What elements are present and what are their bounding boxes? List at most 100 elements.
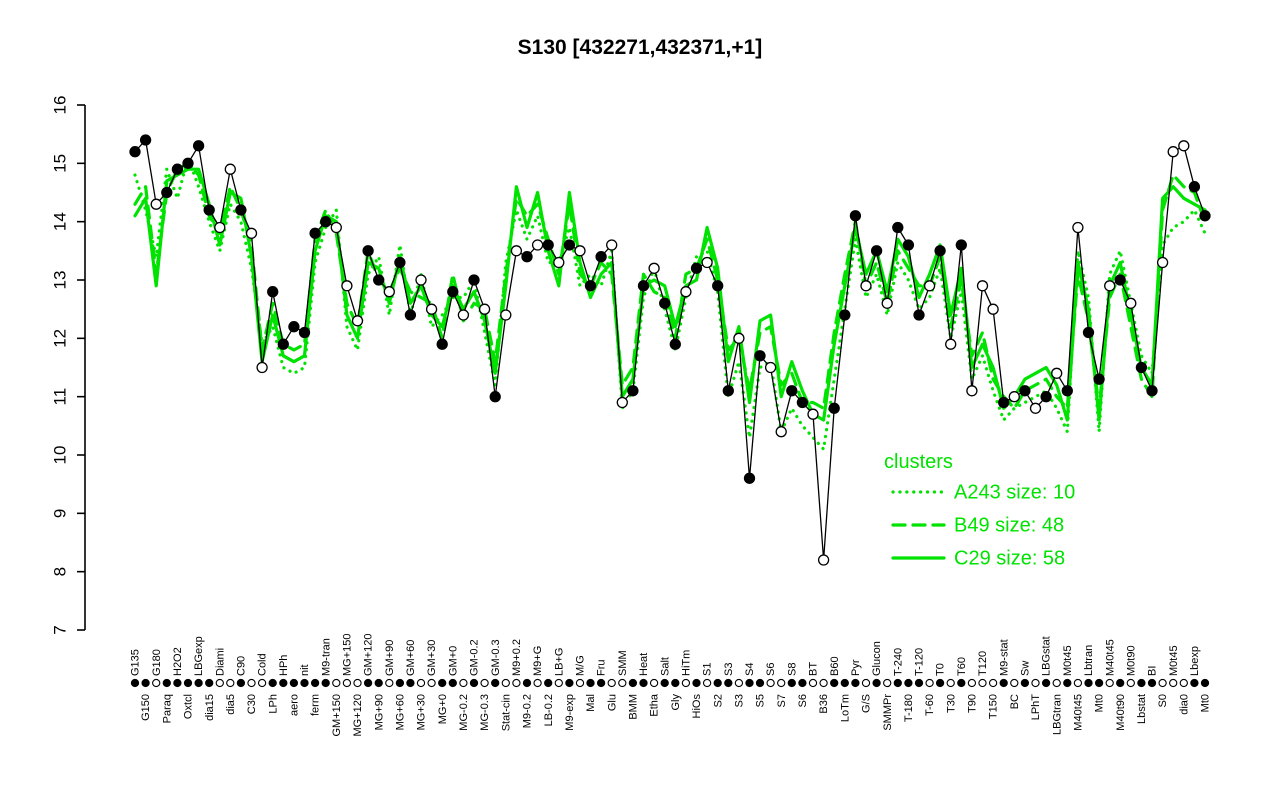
- data-point-marker: [870, 245, 883, 257]
- data-point-marker: [902, 239, 915, 251]
- data-point-marker: [351, 315, 364, 327]
- data-point-marker: [1156, 256, 1169, 269]
- data-point-marker: [161, 186, 173, 199]
- category-marker: [395, 678, 405, 688]
- category-marker: [957, 678, 966, 688]
- x-tick-label: MG+30: [416, 694, 428, 730]
- category-marker: [565, 678, 574, 688]
- data-point-marker: [277, 338, 289, 350]
- x-tick-label: G150: [140, 694, 152, 721]
- category-marker: [1063, 678, 1072, 688]
- legend-entry-label: A243 size: 10: [954, 482, 1075, 504]
- category-marker: [819, 678, 828, 688]
- category-marker: [596, 678, 606, 688]
- data-point-marker: [1167, 146, 1179, 158]
- category-marker: [1200, 678, 1210, 688]
- category-marker: [734, 678, 744, 688]
- data-point-marker: [457, 309, 470, 321]
- x-tick-label: BI: [1147, 666, 1159, 676]
- category-marker: [236, 678, 246, 688]
- category-marker: [840, 678, 849, 688]
- category-marker: [1126, 678, 1135, 688]
- data-point-marker: [595, 251, 607, 263]
- category-marker: [988, 678, 998, 688]
- x-tick-label: LBGtran: [1051, 694, 1063, 735]
- data-point-marker: [1008, 391, 1020, 403]
- data-point-marker: [447, 286, 459, 298]
- category-marker: [681, 678, 691, 688]
- data-point-marker: [394, 256, 406, 269]
- x-tick-label: Mt0: [1200, 694, 1212, 712]
- x-tick-label: T-60: [924, 694, 936, 716]
- x-tick-label: T30: [945, 694, 957, 713]
- data-point-marker: [1029, 402, 1042, 414]
- data-point-marker: [934, 245, 946, 257]
- data-point-marker: [669, 338, 681, 350]
- y-tick-label: 8: [51, 567, 70, 576]
- category-marker: [925, 678, 934, 688]
- category-marker: [904, 678, 913, 688]
- category-marker: [152, 678, 161, 688]
- x-tick-label: S7: [776, 694, 788, 707]
- category-marker: [946, 678, 955, 688]
- data-point-marker: [1135, 361, 1148, 374]
- category-marker: [893, 678, 902, 688]
- x-tick-label: S1: [702, 663, 714, 676]
- x-tick-label: T-240: [892, 648, 904, 676]
- category-marker: [745, 678, 754, 688]
- x-tick-label: BC: [1009, 694, 1021, 709]
- data-point-marker: [923, 280, 936, 292]
- x-tick-label: S4: [744, 663, 756, 676]
- category-marker: [279, 678, 288, 688]
- x-tick-label: LB+G: [553, 648, 565, 676]
- category-marker: [628, 678, 638, 688]
- legend-entry-label: B49 size: 48: [954, 515, 1064, 537]
- data-point-marker: [1051, 367, 1063, 379]
- x-tick-label: T90: [967, 694, 979, 713]
- x-tick-label: M40t45: [1104, 639, 1116, 676]
- data-point-marker: [510, 245, 523, 257]
- category-marker: [522, 678, 532, 688]
- category-marker: [967, 678, 977, 688]
- category-marker: [353, 678, 362, 688]
- category-marker: [1010, 678, 1019, 688]
- category-marker: [141, 678, 150, 688]
- x-tick-label: Glu: [606, 694, 618, 711]
- x-tick-label: MG+150: [342, 634, 354, 677]
- x-tick-label: Stat-cin: [500, 694, 512, 731]
- data-point-marker: [966, 385, 978, 397]
- x-tick-label: M0t90: [1125, 645, 1137, 676]
- data-point-marker: [214, 221, 226, 234]
- x-tick-label: BMM: [628, 694, 640, 720]
- category-marker: [1169, 678, 1178, 688]
- x-tick-label: C30: [246, 694, 258, 714]
- data-point-marker: [383, 286, 395, 298]
- category-marker: [671, 678, 680, 688]
- x-tick-label: T-120: [914, 648, 926, 676]
- category-marker: [999, 678, 1008, 688]
- data-point-marker: [309, 227, 321, 239]
- x-tick-label: S6: [797, 694, 809, 707]
- x-tick-label: B36: [818, 694, 830, 714]
- x-tick-label: dia0: [1178, 694, 1190, 715]
- data-point-marker: [839, 309, 851, 321]
- x-tick-label: S3: [734, 694, 746, 707]
- x-tick-label: GM+30: [426, 640, 438, 676]
- data-point-marker: [553, 256, 565, 269]
- data-point-marker: [320, 216, 332, 228]
- x-tick-label: HPh: [278, 655, 290, 676]
- category-marker: [1158, 678, 1167, 688]
- data-point-marker: [743, 472, 756, 484]
- x-tick-label: MG-0.3: [479, 694, 491, 731]
- category-marker: [194, 678, 203, 688]
- category-marker: [310, 678, 320, 688]
- data-point-marker: [913, 309, 925, 321]
- category-marker: [851, 678, 860, 688]
- data-point-marker: [362, 245, 374, 257]
- category-marker: [406, 678, 415, 688]
- x-tick-label: GM+0: [447, 646, 459, 676]
- data-point-marker: [817, 554, 830, 566]
- data-point-marker: [192, 140, 205, 152]
- category-marker: [544, 678, 553, 688]
